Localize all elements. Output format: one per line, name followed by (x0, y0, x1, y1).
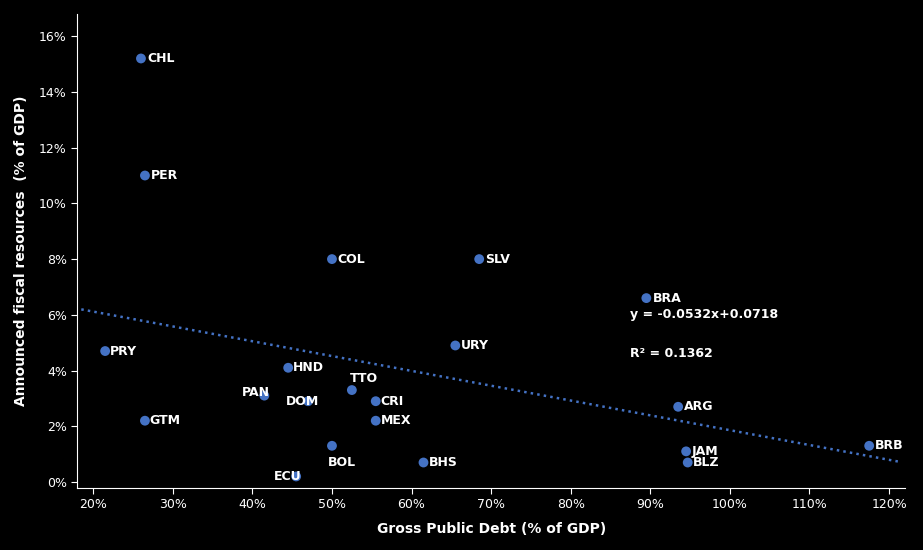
Text: CHL: CHL (148, 52, 174, 65)
Text: HND: HND (293, 361, 324, 374)
Text: R² = 0.1362: R² = 0.1362 (630, 348, 713, 360)
Point (134, 54, 149, 63)
Text: PRY: PRY (110, 344, 137, 358)
Text: y = -0.0532x+0.0718: y = -0.0532x+0.0718 (630, 309, 778, 321)
Point (678, 447, 693, 456)
X-axis label: Gross Public Debt (% of GDP): Gross Public Debt (% of GDP) (377, 522, 605, 536)
Point (368, 397, 383, 405)
Point (472, 255, 486, 263)
Text: ECU: ECU (274, 470, 302, 483)
Text: COL: COL (338, 252, 366, 266)
Text: PER: PER (151, 169, 178, 182)
Point (301, 397, 316, 405)
Text: BLZ: BLZ (693, 456, 720, 469)
Point (680, 458, 695, 467)
Text: CRI: CRI (380, 395, 403, 408)
Text: BOL: BOL (328, 456, 356, 469)
Text: URY: URY (461, 339, 489, 352)
Text: TTO: TTO (350, 372, 378, 386)
Point (416, 458, 431, 467)
Text: BRB: BRB (875, 439, 904, 452)
Text: MEX: MEX (380, 414, 411, 427)
Point (639, 294, 653, 302)
Point (671, 403, 686, 411)
Point (862, 442, 877, 450)
Text: BRA: BRA (653, 292, 681, 305)
Y-axis label: Announced fiscal resources  (% of GDP): Announced fiscal resources (% of GDP) (14, 96, 28, 406)
Text: PAN: PAN (242, 386, 270, 399)
Text: BHS: BHS (429, 456, 458, 469)
Point (98, 346, 113, 355)
Text: JAM: JAM (691, 445, 718, 458)
Text: ARG: ARG (684, 400, 713, 413)
Text: DOM: DOM (286, 395, 319, 408)
Point (138, 171, 152, 180)
Text: SLV: SLV (485, 252, 509, 266)
Point (281, 364, 295, 372)
Point (344, 386, 359, 394)
Text: GTM: GTM (150, 414, 181, 427)
Point (325, 255, 340, 263)
Point (368, 416, 383, 425)
Point (257, 391, 271, 400)
Point (289, 472, 304, 481)
Point (325, 442, 340, 450)
Point (138, 416, 152, 425)
Point (448, 341, 462, 350)
